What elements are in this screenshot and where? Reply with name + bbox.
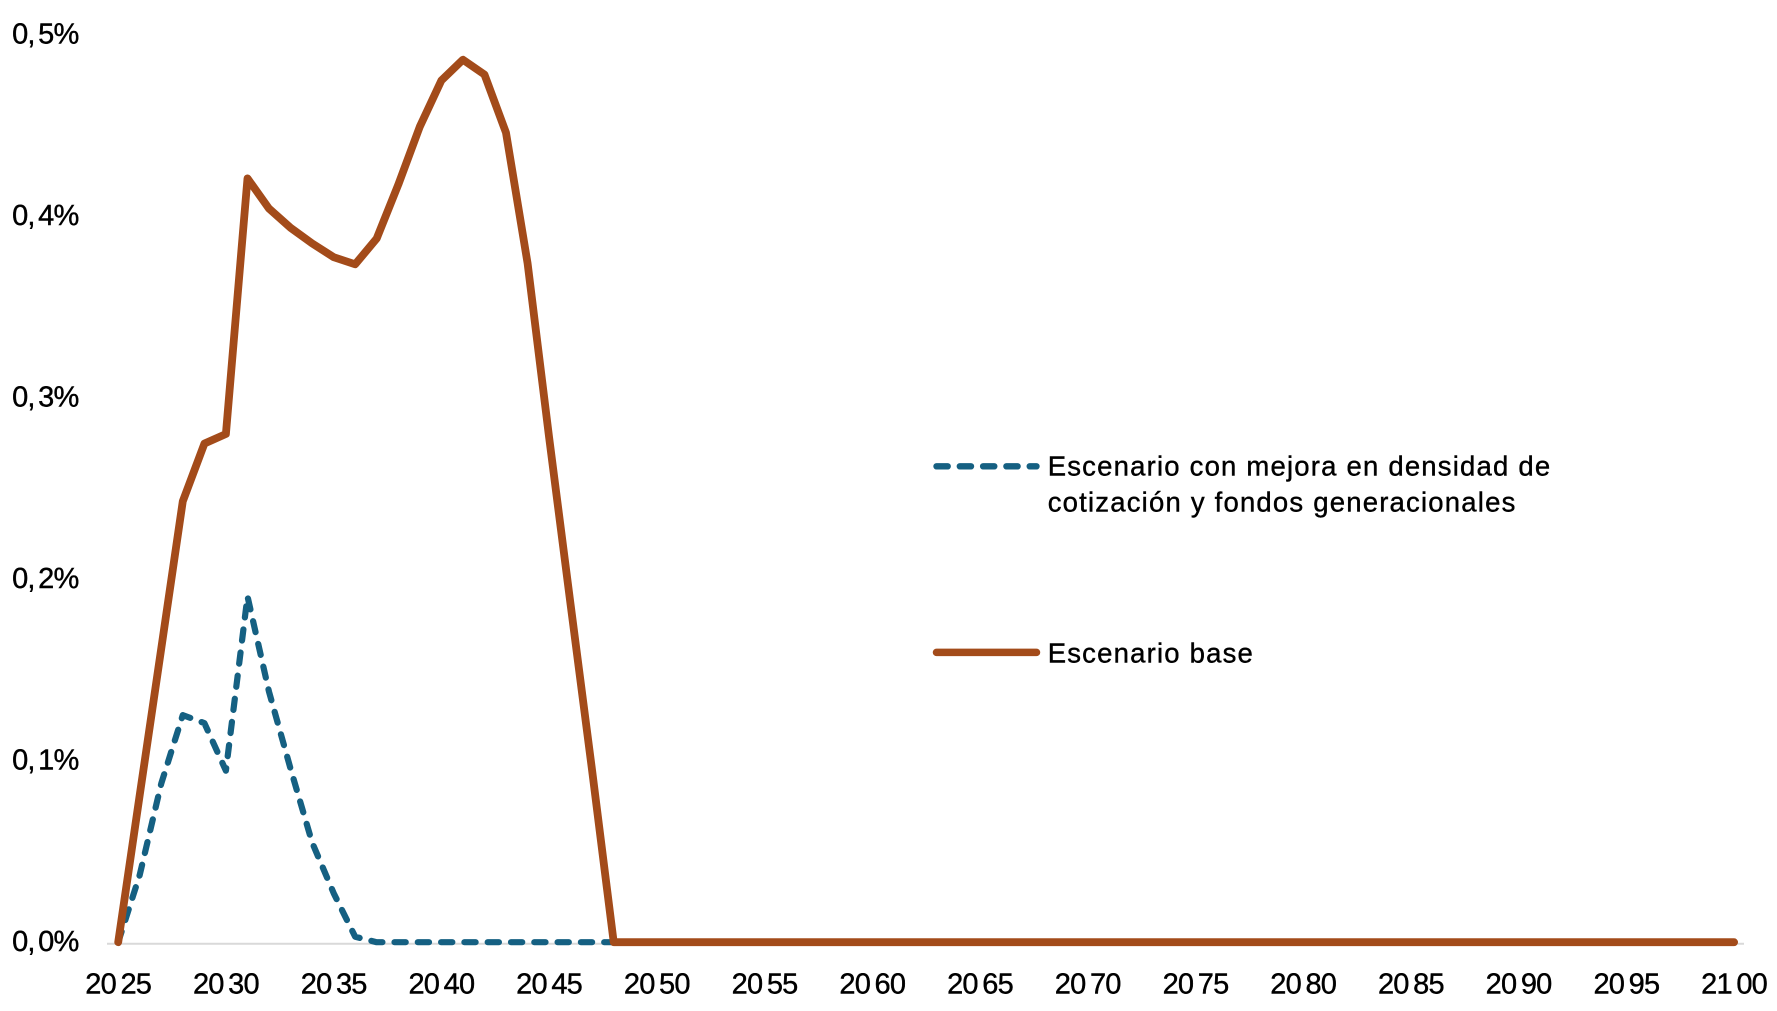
svg-text:0,4%: 0, 4% bbox=[12, 200, 78, 232]
svg-text:Escenario base: Escenario base bbox=[1048, 638, 1254, 669]
svg-text:0,2%: 0, 2% bbox=[12, 563, 78, 595]
svg-text:cotización y fondos generacion: cotización y fondos generacionales bbox=[1048, 487, 1517, 518]
svg-text:Escenario con mejora en densid: Escenario con mejora en densidad de bbox=[1048, 451, 1552, 482]
svg-text:0,3%: 0, 3% bbox=[12, 382, 78, 414]
svg-text:0,5%: 0, 5% bbox=[12, 19, 78, 51]
svg-text:0,0%: 0, 0% bbox=[12, 926, 78, 958]
svg-text:0,1%: 0, 1% bbox=[12, 745, 78, 777]
